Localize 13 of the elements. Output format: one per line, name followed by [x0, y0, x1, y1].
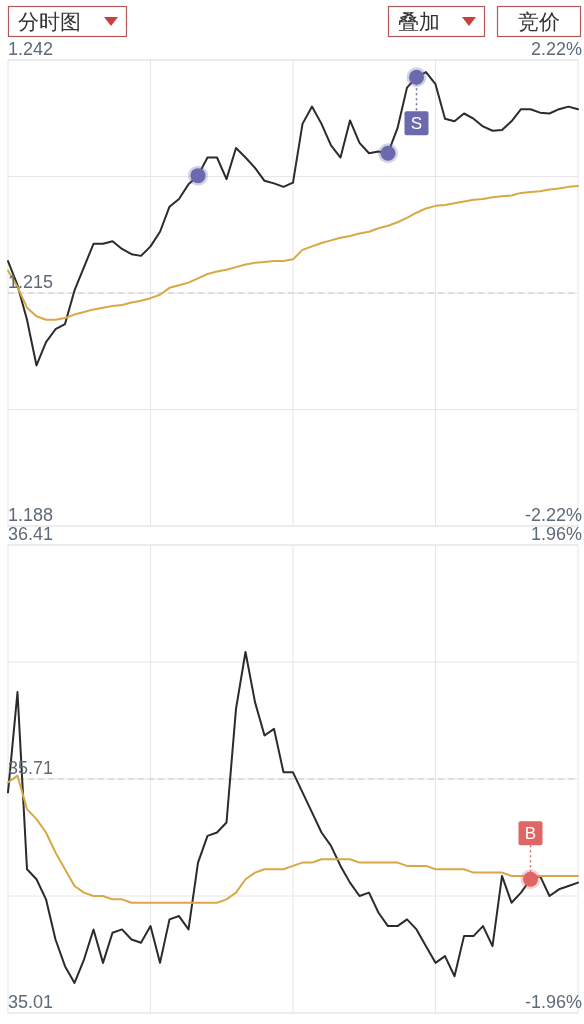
y-tick-label: 1.242 [8, 39, 54, 59]
y-tick-label: 35.01 [8, 992, 54, 1012]
y2-tick-label: 1.96% [530, 524, 582, 544]
y2-tick-label: 2.22% [530, 39, 582, 59]
y-tick-label: 36.41 [8, 524, 54, 544]
y2-tick-label: -1.96% [524, 992, 582, 1012]
legend-label: S [410, 114, 423, 134]
text: 竞价 [517, 10, 560, 33]
text: 叠加 [398, 10, 440, 33]
text: 分时图 [18, 10, 81, 33]
y2-tick-label: -2.22% [524, 505, 582, 525]
y-tick-label: 1.188 [8, 505, 54, 525]
series-label: B [524, 824, 537, 844]
